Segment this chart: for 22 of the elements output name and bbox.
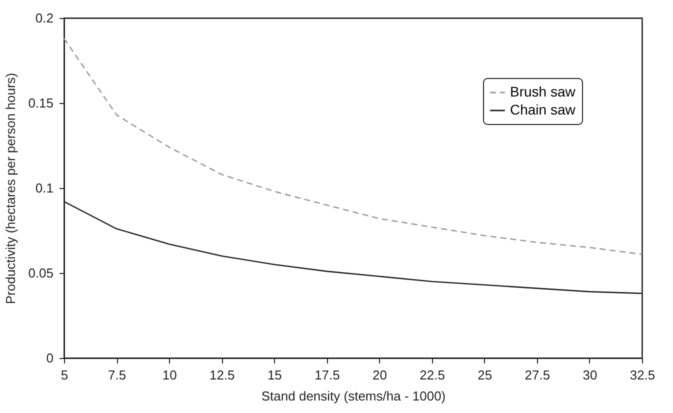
x-tick-label: 10 <box>162 368 177 382</box>
y-tick-label: 0.2 <box>35 10 54 26</box>
legend-label: Chain saw <box>510 102 576 118</box>
x-tick-label: 22.5 <box>420 368 445 382</box>
x-axis-title: Stand density (stems/ha - 1000) <box>261 388 446 404</box>
y-tick-label: 0.1 <box>35 180 54 196</box>
legend-label: Brush saw <box>510 84 576 100</box>
x-tick-label: 32.5 <box>630 368 656 382</box>
x-tick-label: 5 <box>60 368 68 382</box>
y-tick-label: 0.15 <box>28 96 54 110</box>
line-series <box>63 38 643 255</box>
x-tick-label: 15 <box>267 368 282 382</box>
y-axis-title: Productivity (hectares per person hours) <box>3 72 18 304</box>
x-tick-label: 25 <box>478 368 492 382</box>
x-tick-label: 17.5 <box>314 368 340 382</box>
x-tick-label: 7.5 <box>108 368 126 382</box>
x-tick-label: 30 <box>582 368 598 382</box>
y-tick-label: 0.05 <box>28 266 54 280</box>
x-tick-label: 12.5 <box>209 368 235 382</box>
x-tick-label: 20 <box>372 368 388 382</box>
x-tick-label: 27.5 <box>524 368 550 382</box>
y-tick-label: 0 <box>46 350 54 366</box>
